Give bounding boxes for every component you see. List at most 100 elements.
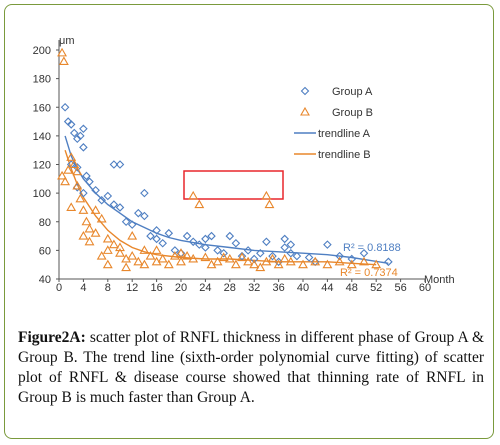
group-a-point <box>85 177 94 186</box>
legend-label-group-b: Group B <box>332 107 373 119</box>
group-a-point <box>103 191 113 201</box>
group-b-point <box>188 190 199 200</box>
legend-label-group-a: Group A <box>332 86 373 98</box>
x-tick-label: 36 <box>272 282 284 294</box>
group-a-point <box>82 171 91 181</box>
y-tick-label: 120 <box>33 160 51 172</box>
group-b-point <box>102 259 113 269</box>
group-b-point <box>267 253 278 263</box>
group-b-point <box>151 245 162 254</box>
r-squared-b: R² = 0.7374 <box>340 267 398 279</box>
x-tick-label: 8 <box>105 282 111 294</box>
group-a-point <box>347 254 357 264</box>
group-b-point <box>58 56 69 65</box>
x-tick-label: 48 <box>346 282 358 294</box>
group-b-point <box>96 250 107 260</box>
group-a-point <box>158 238 167 248</box>
chart-axes <box>56 40 426 282</box>
group-b-point <box>102 233 113 243</box>
group-b-point <box>264 199 275 209</box>
x-tick-label: 28 <box>224 282 236 294</box>
group-a-point <box>66 120 76 129</box>
group-b-point <box>81 216 92 226</box>
x-tick-label: 56 <box>394 282 406 294</box>
group-a-point <box>109 160 119 169</box>
group-b-point <box>249 259 260 269</box>
x-tick-label: 4 <box>80 282 86 294</box>
group-b-point <box>334 256 345 266</box>
group-a-point <box>109 200 119 209</box>
group-a-point <box>188 237 198 247</box>
group-b-point <box>176 256 186 266</box>
group-b-point <box>224 253 235 263</box>
group-a-point <box>69 128 79 138</box>
group-a-point <box>60 102 70 112</box>
group-a-point <box>304 253 314 262</box>
group-b-point <box>279 253 290 263</box>
group-a-point <box>262 237 271 247</box>
group-b-point <box>69 159 80 169</box>
group-b-point <box>163 259 174 269</box>
group-a-point <box>134 208 143 218</box>
figure-caption: Figure2A: scatter plot of RNFL thickness… <box>18 328 484 408</box>
group-a-point <box>164 228 174 238</box>
x-tick-label: 0 <box>56 282 62 294</box>
data-points <box>57 47 393 272</box>
group-b-point <box>90 205 101 214</box>
group-a-point <box>225 231 235 241</box>
group-a-point <box>219 248 228 258</box>
group-a-point <box>97 196 106 205</box>
x-tick-label: 32 <box>248 282 260 294</box>
group-b-point <box>84 236 95 246</box>
group-a-point <box>170 246 180 255</box>
group-a-point <box>146 231 155 241</box>
group-b-point <box>285 256 296 266</box>
group-a-point <box>76 131 85 141</box>
group-b-point <box>133 256 144 266</box>
y-tick-label: 100 <box>33 188 51 200</box>
group-b-point <box>218 252 229 262</box>
group-b-point <box>322 259 333 269</box>
group-a-point <box>140 188 149 198</box>
group-b-point <box>127 250 138 260</box>
group-b-point <box>145 250 156 260</box>
group-a-point <box>79 124 88 133</box>
group-b-point <box>212 256 223 266</box>
y-tick-label: 200 <box>33 45 51 57</box>
group-b-point <box>139 245 150 254</box>
group-a-point <box>115 160 125 169</box>
group-b-point <box>243 256 254 266</box>
legend-marker-b <box>300 106 310 116</box>
group-b-point <box>90 228 101 237</box>
legend-label-trendline-b: trendline B <box>318 149 371 161</box>
group-a-point <box>152 234 161 244</box>
group-a-point <box>256 248 265 258</box>
group-b-point <box>66 152 77 161</box>
group-b-point <box>57 170 67 180</box>
r-squared-a: R² = 0.8188 <box>343 242 401 254</box>
group-a-point <box>213 246 222 255</box>
x-tick-label: 20 <box>175 282 187 294</box>
group-a-point <box>207 231 216 241</box>
group-b-point <box>371 259 382 269</box>
y-tick-label: 40 <box>39 274 51 286</box>
group-b-point <box>96 213 107 223</box>
group-b-point <box>273 259 284 269</box>
group-b-point <box>230 259 241 269</box>
legend: Group A Group B trendline A trendline B <box>294 86 373 161</box>
group-b-point <box>255 262 266 272</box>
caption-text: scatter plot of RNFL thickness in differ… <box>18 329 484 406</box>
group-b-point <box>200 252 211 262</box>
group-b-point <box>261 190 272 200</box>
group-a-point <box>384 257 393 267</box>
group-a-point <box>286 240 296 249</box>
group-b-point <box>237 252 247 262</box>
group-a-point <box>195 240 204 249</box>
group-b-point <box>78 230 89 240</box>
group-a-point <box>115 203 125 212</box>
highlight-box <box>183 170 284 200</box>
legend-marker-a <box>300 86 310 96</box>
x-tick-label: 24 <box>199 282 211 294</box>
group-b-point <box>84 223 95 233</box>
